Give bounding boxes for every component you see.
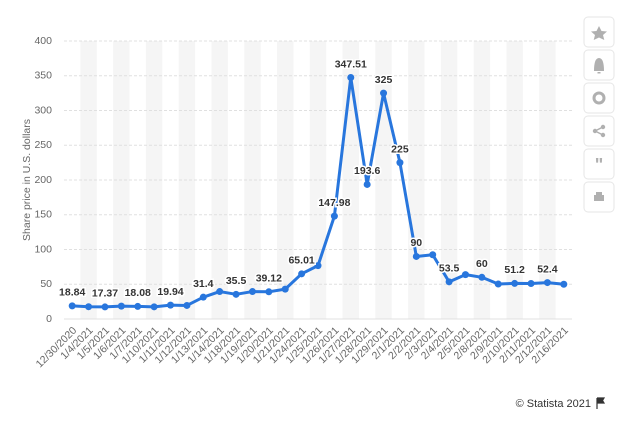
data-point <box>117 302 125 310</box>
data-point <box>429 251 437 259</box>
data-point <box>68 302 76 310</box>
flag-icon[interactable] <box>596 397 606 409</box>
data-point <box>298 270 306 278</box>
data-label: 51.2 <box>504 264 525 276</box>
y-tick-label: 0 <box>46 313 52 325</box>
quote-icon: " <box>595 155 604 175</box>
data-point <box>101 303 109 311</box>
data-point <box>445 278 453 286</box>
data-label: 60 <box>476 258 488 270</box>
data-label: 18.08 <box>125 287 151 299</box>
data-point <box>167 301 175 309</box>
data-point <box>560 280 568 288</box>
data-label: 193.6 <box>354 165 380 177</box>
data-label: 325 <box>375 74 393 86</box>
y-tick-label: 100 <box>34 243 52 255</box>
gear-icon <box>592 91 606 105</box>
data-point <box>494 280 502 288</box>
data-label: 65.01 <box>288 255 314 267</box>
data-point <box>232 290 240 298</box>
data-point <box>281 285 289 293</box>
data-point <box>347 73 355 81</box>
sidebar-icons: " <box>591 26 607 201</box>
data-point <box>380 89 388 97</box>
data-label: 39.12 <box>256 273 282 285</box>
data-label: 347.51 <box>335 58 367 70</box>
y-axis-label: Share price in U.S. dollars <box>21 119 33 241</box>
data-label: 53.5 <box>439 263 460 275</box>
data-point <box>527 279 535 287</box>
data-point <box>134 302 142 310</box>
data-label: 147.98 <box>318 197 350 209</box>
data-point <box>478 273 486 281</box>
y-tick-label: 400 <box>34 35 52 47</box>
data-label: 90 <box>410 237 422 249</box>
data-point <box>150 303 158 311</box>
data-label: 17.37 <box>92 288 118 300</box>
data-point <box>248 288 256 296</box>
data-label: 35.5 <box>226 275 247 287</box>
cite-button[interactable] <box>583 148 615 180</box>
data-label: 18.84 <box>59 287 85 299</box>
y-tick-label: 250 <box>34 139 52 151</box>
data-point <box>330 212 338 220</box>
data-point <box>265 288 273 296</box>
data-point <box>85 303 93 311</box>
share-button[interactable] <box>583 115 615 147</box>
bell-icon <box>594 58 604 74</box>
data-point <box>363 180 371 188</box>
data-label: 52.4 <box>537 263 558 275</box>
data-label: 225 <box>391 143 409 155</box>
data-point <box>396 159 404 167</box>
data-point <box>511 279 519 287</box>
data-point <box>543 279 551 287</box>
data-point <box>199 293 207 301</box>
star-icon <box>591 26 607 40</box>
y-tick-label: 350 <box>34 70 52 82</box>
settings-button[interactable] <box>583 82 615 114</box>
data-label: 19.94 <box>157 286 183 298</box>
plot <box>64 40 572 320</box>
data-point <box>412 252 420 260</box>
y-tick-label: 50 <box>40 278 52 290</box>
column-stripe <box>309 41 327 319</box>
data-label: 31.4 <box>193 278 214 290</box>
sidebar <box>583 16 615 213</box>
print-icon <box>594 192 604 201</box>
y-tick-label: 150 <box>34 209 52 221</box>
data-point <box>461 271 469 279</box>
y-tick-label: 300 <box>34 104 52 116</box>
data-point <box>314 262 322 270</box>
copyright: © Statista 2021 <box>516 398 591 410</box>
data-point <box>183 301 191 309</box>
share-icon <box>592 124 606 138</box>
data-point <box>216 288 224 296</box>
y-tick-label: 200 <box>34 174 52 186</box>
